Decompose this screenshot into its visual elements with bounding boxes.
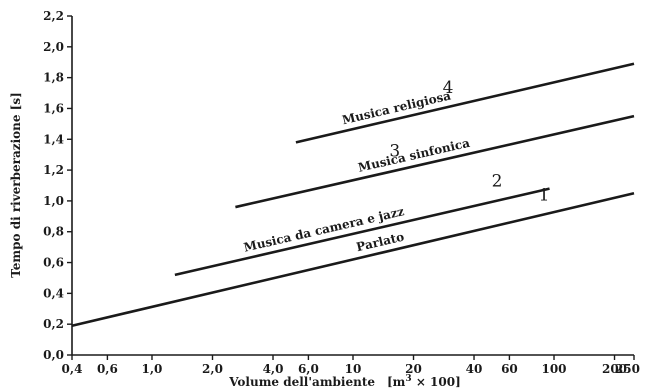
x-tick-label: 1,0 — [142, 362, 163, 376]
x-tick-label: 4,0 — [263, 362, 284, 376]
x-tick-label: 100 — [541, 362, 566, 376]
x-tick-label: 2,0 — [202, 362, 223, 376]
series-label-4: Musica religiosa — [341, 88, 453, 127]
x-axis-title: Volume dell'ambiente [m3 × 100] — [228, 374, 461, 389]
y-axis-title: Tempo di riverberazione [s] — [9, 92, 23, 278]
y-tick-label: 0,6 — [43, 256, 64, 270]
x-axis-unit-open: [m — [387, 375, 406, 389]
series-line-3 — [235, 114, 635, 209]
series-line-2 — [174, 187, 550, 277]
y-tick-label: 1,8 — [43, 71, 64, 85]
series-number-2: 2 — [492, 172, 503, 192]
y-tick-label: 2,0 — [43, 40, 64, 54]
x-tick-label: 6,0 — [298, 362, 319, 376]
x-tick-label: 0,6 — [97, 362, 118, 376]
x-tick-label: 250 — [615, 362, 640, 376]
x-axis-unit-close: × 100] — [412, 375, 461, 389]
y-tick-label: 1,2 — [43, 163, 64, 177]
y-tick-label: 1,4 — [43, 132, 64, 146]
y-tick-label: 0,2 — [43, 317, 64, 331]
series-label-1: Parlato — [355, 230, 406, 255]
series-number-4: 4 — [443, 78, 454, 98]
x-tick-label: 200 — [602, 362, 627, 376]
series-number-1: 1 — [539, 185, 550, 205]
x-tick-label: 20 — [405, 362, 422, 376]
y-tick-label: 0,4 — [43, 286, 64, 300]
x-axis-title-main: Volume dell'ambiente — [228, 375, 375, 389]
x-tick-label: 10 — [345, 362, 362, 376]
y-tick-label: 0,8 — [43, 225, 64, 239]
series-line-1 — [71, 191, 635, 327]
x-axis-unit-exponent: 3 — [405, 374, 411, 384]
x-tick-label: 40 — [466, 362, 483, 376]
x-tick-label: 60 — [501, 362, 518, 376]
series-label-3: Musica sinfonica — [357, 136, 472, 175]
plot-frame — [71, 16, 634, 356]
y-tick-label: 0,0 — [43, 348, 64, 362]
series-number-3: 3 — [389, 142, 400, 162]
series-line-4 — [295, 62, 635, 144]
y-tick-label: 1,6 — [43, 101, 64, 115]
y-axis-ticks: 0,0 0,2 0,4 0,6 0,8 1,0 1,2 1,4 1,6 1,8 2,0 2,2 — [43, 9, 72, 362]
x-tick-label: 0,4 — [62, 362, 83, 376]
y-tick-label: 1,0 — [43, 194, 64, 208]
y-tick-label: 2,2 — [43, 9, 64, 23]
